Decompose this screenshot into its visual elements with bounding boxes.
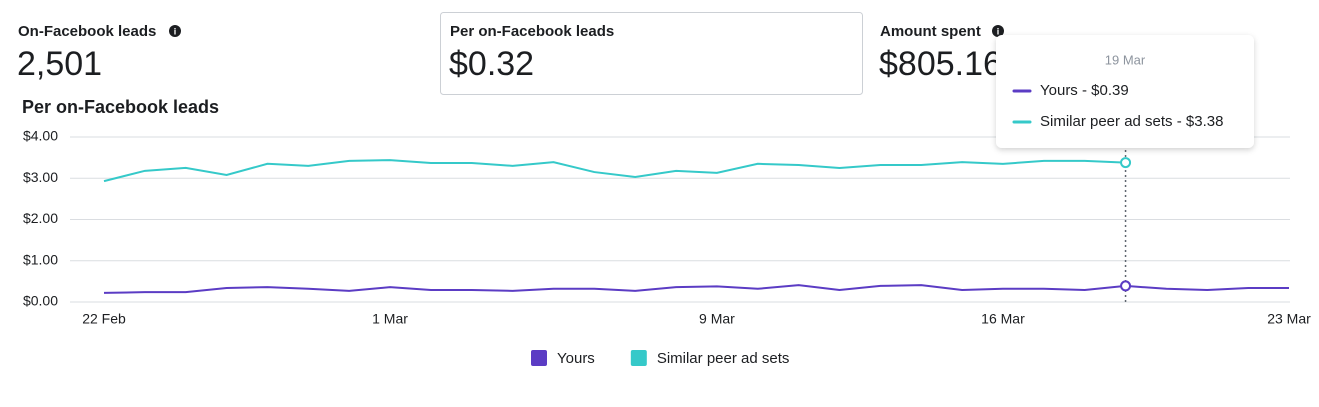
x-tick-label: 23 Mar <box>1267 311 1311 327</box>
metric-label: Per on-Facebook leads <box>450 23 614 40</box>
y-tick-label: $1.00 <box>23 251 58 267</box>
y-tick-label: $0.00 <box>23 293 58 309</box>
tooltip-title: 19 Mar <box>1105 52 1146 67</box>
selected-card[interactable] <box>440 12 863 95</box>
info-icon-glyph: i <box>174 26 177 36</box>
x-tick-label: 16 Mar <box>981 311 1025 327</box>
tooltip-box <box>996 35 1254 148</box>
metric-label: On-Facebook leads <box>18 23 156 40</box>
x-tick-label: 22 Feb <box>82 311 126 327</box>
plot: $0.00 $1.00 $2.00 $3.00 $4.00 22 Feb 1 Mar 9 Ma… <box>23 40 1311 367</box>
series-line <box>103 159 1126 183</box>
tooltip-item: Yours - $0.39 <box>1040 82 1129 99</box>
info-icon-glyph: i <box>997 26 1000 36</box>
series-line <box>103 284 1289 294</box>
y-tick-label: $3.00 <box>23 169 58 185</box>
legend-label: Yours <box>557 350 595 367</box>
y-tick-label: $2.00 <box>23 210 58 226</box>
chart-title: Per on-Facebook leads <box>22 97 219 117</box>
legend-label: Similar peer ad sets <box>657 350 790 367</box>
x-tick-label: 1 Mar <box>372 311 408 327</box>
x-tick-label: 9 Mar <box>699 311 735 327</box>
legend-swatch <box>630 350 647 366</box>
metric-value: $805.16 <box>879 45 1002 83</box>
hover-point <box>1120 280 1132 292</box>
tooltip: 19 Mar Yours - $0.39 Similar peer ad sets … <box>996 35 1254 148</box>
info-icon[interactable] <box>169 25 181 37</box>
tooltip-item: Similar peer ad sets - $3.38 <box>1040 113 1223 130</box>
metric-value: $0.32 <box>449 45 534 83</box>
info-icon[interactable] <box>992 25 1004 37</box>
y-tick-label: $4.00 <box>23 128 58 144</box>
metric-label: Amount spent <box>880 23 981 40</box>
hover-point <box>1120 157 1132 169</box>
legend-swatch <box>531 350 547 366</box>
metric-value: 2,501 <box>17 45 102 83</box>
